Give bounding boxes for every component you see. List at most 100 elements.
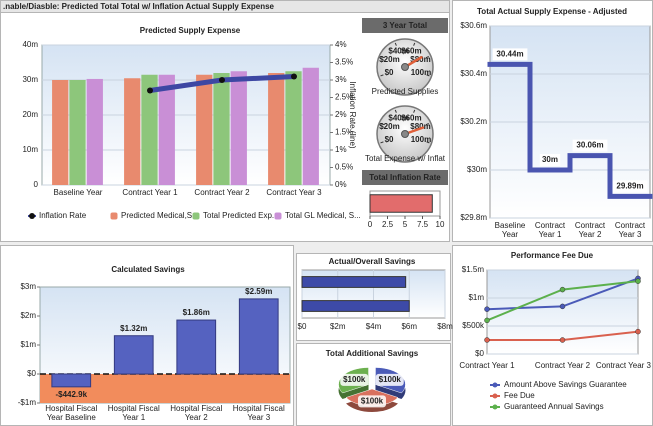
tick-mark: [380, 74, 384, 77]
legend-icon: [492, 382, 498, 388]
value-label-box: [539, 154, 561, 166]
legend-label: Total Predicted Exp...: [203, 211, 279, 220]
bar: [302, 67, 319, 185]
bar: [238, 298, 279, 375]
line-marker: [559, 303, 566, 310]
x-tick-label: $6m: [401, 322, 417, 331]
line-marker: [635, 278, 641, 284]
legend-label: Fee Due: [504, 391, 535, 400]
x-tick-label: 5: [403, 220, 408, 229]
x-tick-label: Contract Year 2: [535, 361, 591, 370]
value-label-box: [492, 48, 528, 61]
y-tick-label: 2.5%: [335, 93, 353, 102]
line-marker: [147, 87, 153, 94]
bar: [369, 194, 433, 213]
chart-title: Predicted Supply Expense: [140, 26, 241, 35]
value-label: $100k: [343, 375, 366, 384]
tick-mark: [380, 141, 384, 144]
x-tick-label: Contract Year 1: [534, 221, 566, 239]
legend-label: Inflation Rate: [39, 211, 87, 220]
tick-label: $60m: [401, 113, 421, 122]
y-tick-label: $30.2m: [460, 117, 487, 126]
value-label: $1.86m: [183, 308, 210, 317]
x-tick-label: Hospital Fiscal Year 2: [170, 404, 223, 422]
bar: [301, 276, 407, 288]
x-tick-label: Hospital Fiscal Year 3: [232, 404, 285, 422]
tick-mark: [381, 122, 385, 126]
y-tick-label: 20m: [22, 110, 38, 119]
chart-title: Calculated Savings: [111, 265, 185, 274]
bar: [52, 80, 69, 185]
x-tick-label: 10: [436, 220, 445, 229]
value-label: 30.44m: [496, 50, 523, 59]
y-tick-label: $500k: [462, 321, 485, 330]
y-tick-label: $30m: [467, 165, 487, 174]
tick-label: $40m: [388, 46, 408, 55]
bar: [51, 373, 92, 388]
legend-label: Predicted Medical,S...: [121, 211, 199, 220]
y-tick-label: 4%: [335, 40, 347, 49]
y-tick-label: $1m: [468, 293, 484, 302]
y-tick-label: 0%: [335, 180, 347, 189]
tick-label: $0: [385, 68, 394, 77]
y-tick-label: 0: [34, 180, 39, 189]
legend-label: Guaranteed Annual Savings: [504, 402, 604, 411]
panel-header: [362, 170, 448, 185]
y-tick-label: $0: [475, 349, 484, 358]
tick-mark: [413, 42, 416, 46]
y-tick-label: $1m: [20, 340, 36, 349]
value-label: 30.06m: [576, 141, 603, 150]
x-tick-label: $0: [298, 322, 307, 331]
tick-mark: [381, 55, 385, 59]
x-tick-label: Contract Year 3: [596, 361, 652, 370]
bar: [268, 73, 285, 185]
tick-label: $60m: [401, 46, 421, 55]
chart-title: Total Additional Savings: [326, 349, 419, 358]
tick-mark: [413, 109, 416, 113]
bar: [113, 335, 154, 375]
line-marker: [219, 77, 225, 83]
gauge-label: Total Expense w/ Inflat: [365, 154, 446, 163]
x-tick-label: 7.5: [417, 220, 429, 229]
value-label-box: [358, 395, 386, 408]
y-tick-label: 30m: [22, 75, 38, 84]
header-bar: [0, 0, 450, 13]
legend-icon: [274, 212, 282, 220]
legend-icon: [110, 212, 118, 220]
panel-title: 3 Year Total: [383, 21, 427, 30]
bar: [141, 74, 158, 185]
line-marker: [559, 286, 566, 293]
bar: [86, 78, 103, 185]
tick-label: $80m: [410, 122, 430, 131]
x-tick-label: Contract Year 3: [614, 221, 646, 239]
panel-title: Total Inflation Rate: [369, 173, 441, 182]
y-tick-label: 40m: [22, 40, 38, 49]
tick-label: $20m: [379, 55, 399, 64]
value-label: $100k: [361, 396, 384, 405]
line-marker: [484, 337, 490, 343]
value-label: $2.59m: [245, 287, 272, 296]
chart-title: Total Actual Supply Expense - Adjusted: [477, 7, 627, 16]
tick-label: $0: [385, 135, 394, 144]
tick-mark: [425, 55, 429, 59]
bar: [176, 319, 217, 375]
tick-mark: [394, 109, 397, 113]
bar: [213, 73, 230, 185]
bar: [196, 74, 213, 185]
value-label-box: [572, 139, 608, 152]
value-label-box: [340, 373, 369, 386]
legend-icon: [492, 404, 498, 410]
header-title: .nable/Diasble: Predicted Total Total w/…: [3, 2, 275, 11]
y-tick-label: 10m: [22, 145, 38, 154]
line-marker: [635, 328, 641, 335]
legend-label: Amount Above Savings Guarantee: [504, 380, 627, 389]
value-label: 29.89m: [616, 182, 643, 191]
y-tick-label: 3.5%: [335, 58, 353, 67]
line-marker: [291, 73, 297, 80]
tick-label: $40m: [388, 113, 408, 122]
bar: [230, 71, 247, 185]
y-tick-label: $30.4m: [460, 69, 487, 78]
y-tick-label: $29.8m: [460, 213, 487, 222]
tick-label: $20m: [379, 122, 399, 131]
